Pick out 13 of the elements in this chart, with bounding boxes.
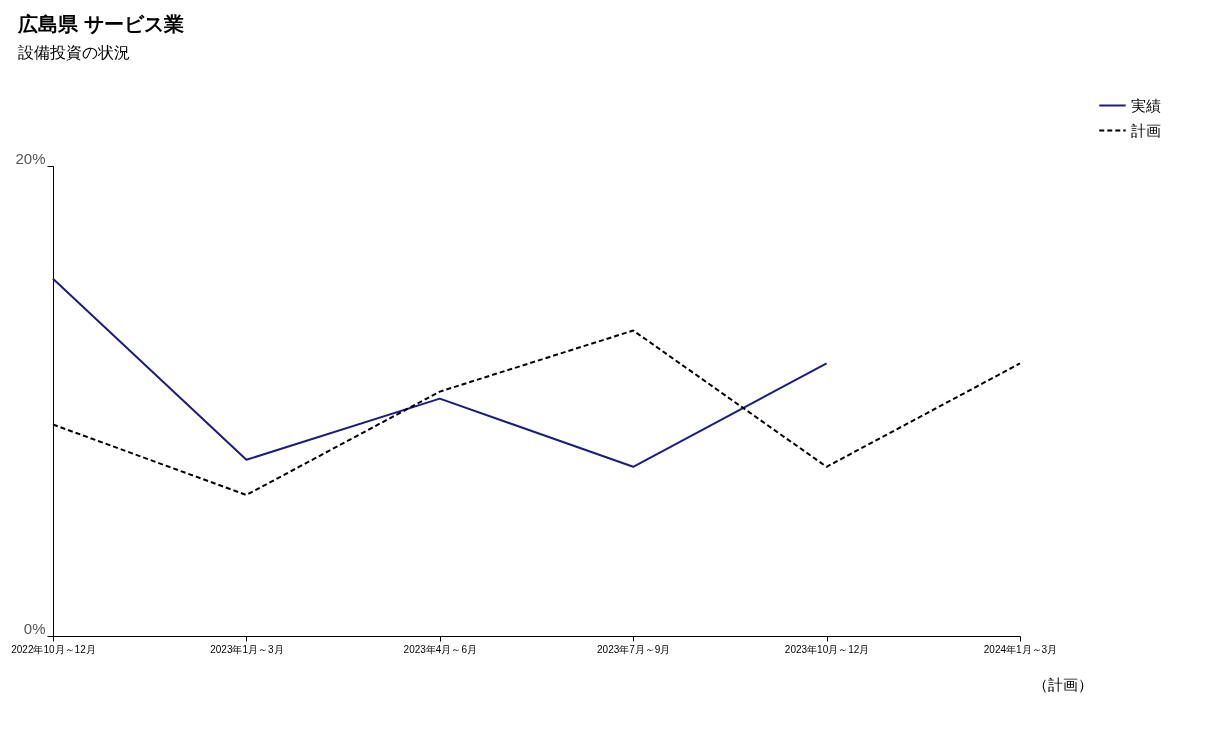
x-tick-label: 2022年10月～12月 xyxy=(11,643,96,655)
x-tick-label: 2023年1月～3月 xyxy=(210,643,284,655)
y-tick-label: 20% xyxy=(15,149,46,167)
chart-title: 広島県 サービス業 xyxy=(17,13,184,35)
legend-label: 計画 xyxy=(1131,121,1161,139)
y-tick-label: 0% xyxy=(23,619,46,637)
chart-subtitle: 設備投資の状況 xyxy=(18,44,130,61)
text: （計画） xyxy=(1033,676,1093,693)
x-tick-label: 2023年10月～12月 xyxy=(784,643,870,655)
x-tick-label: 2023年7月～9月 xyxy=(597,643,671,655)
x-tick-label: 2023年4月～6月 xyxy=(403,643,477,655)
legend-label: 実績 xyxy=(1131,96,1161,114)
x-tick-label: 2024年1月～3月 xyxy=(983,643,1058,655)
